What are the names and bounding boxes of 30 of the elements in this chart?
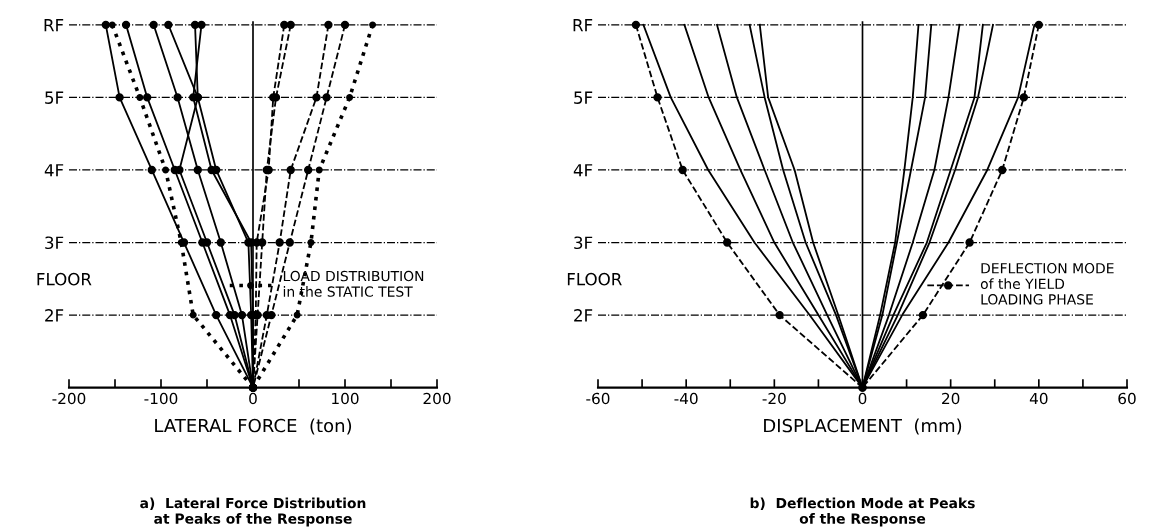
x-tick-label: 200: [423, 392, 451, 405]
y-tick-label: 4F: [44, 164, 64, 177]
y-tick-label: 2F: [45, 309, 64, 322]
x-tick-label: 40: [1029, 392, 1048, 405]
x-tick-label: 0: [858, 392, 867, 405]
legend-label: DEFLECTION MODE of the YIELD LOADING PHASE: [980, 263, 1114, 305]
x-axis-title: DISPLACEMENT (mm): [764, 418, 962, 435]
y-tick-label: 4F: [573, 164, 593, 177]
y-tick-label: 3F: [574, 236, 593, 250]
y-tick-label: RF: [44, 19, 64, 32]
x-tick-label: -60: [586, 392, 610, 405]
x-tick-label: 20: [942, 392, 960, 405]
x-tick-label: 0: [249, 392, 257, 405]
text: b) Deflection Mode at Peaks of the Response: [750, 497, 975, 527]
text: a) Lateral Force Distribution at Peaks of the Response: [140, 497, 366, 527]
y-tick-label: RF: [573, 19, 593, 32]
legend-label: LOAD DISTRIBUTION in the STATIC TEST: [283, 270, 424, 297]
x-tick-label: -20: [762, 392, 786, 405]
y-axis-title: FLOOR: [37, 272, 92, 286]
y-tick-label: 5F: [45, 91, 64, 104]
x-axis-title: LATERAL FORCE (ton): [155, 418, 352, 435]
x-tick-label: 100: [332, 392, 359, 405]
x-tick-label: -200: [52, 392, 86, 405]
y-tick-label: 5F: [574, 91, 593, 104]
y-tick-label: 3F: [45, 236, 64, 250]
x-tick-label: 60: [1118, 392, 1136, 405]
x-tick-label: -40: [674, 392, 698, 405]
y-tick-label: 2F: [574, 309, 593, 322]
x-tick-label: -100: [144, 392, 178, 405]
y-axis-title: FLOOR: [567, 272, 622, 286]
